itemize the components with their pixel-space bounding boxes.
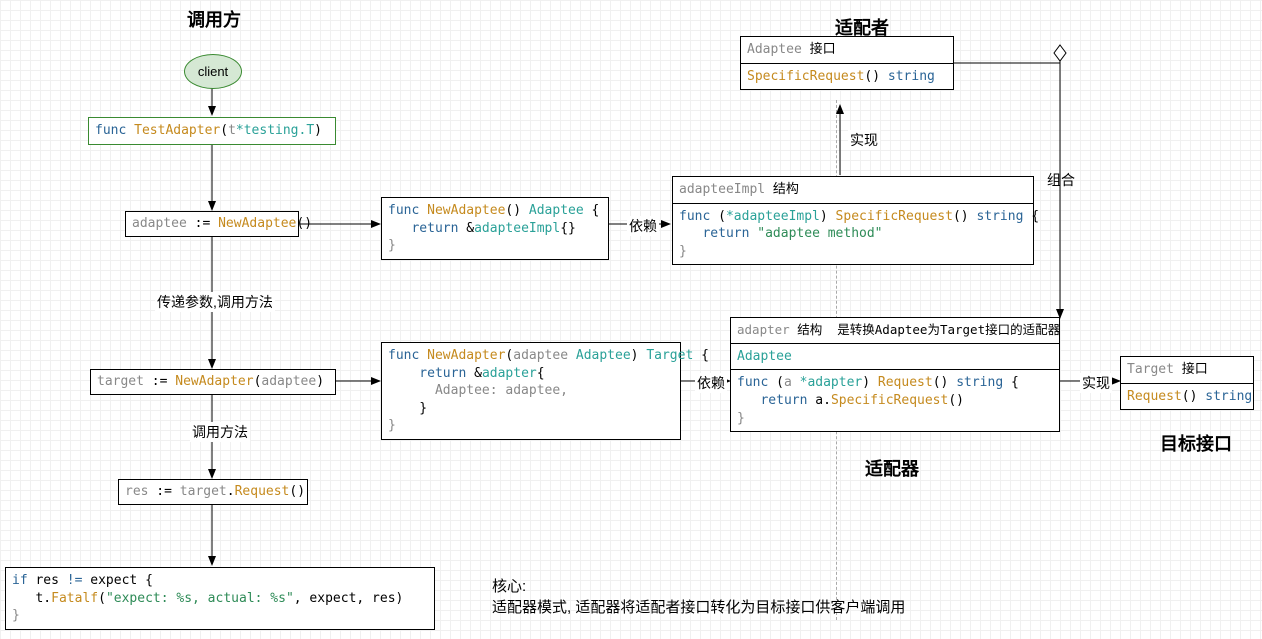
test-fn-box: func TestAdapter(t *testing.T)	[88, 117, 336, 145]
compose-label: 组合	[1045, 170, 1077, 190]
impl2-label: 实现	[1080, 373, 1112, 393]
target-interface-box: Target 接口 Request() string	[1120, 356, 1254, 410]
new-adaptee-call-box: adaptee := NewAdaptee()	[125, 211, 299, 237]
adapter-struct-body: func (a *adapter) Request() string { ret…	[731, 370, 1059, 431]
client-ellipse: client	[184, 54, 242, 89]
adaptee-interface-body: SpecificRequest() string	[741, 64, 953, 90]
arrows-layer	[0, 0, 1262, 639]
target-title: 目标接口	[1158, 430, 1234, 456]
adaptee-interface-head: Adaptee 接口	[741, 37, 953, 64]
if-block-box: if res != expect { t.Fatalf("expect: %s,…	[5, 567, 435, 630]
new-adaptee-fn-box: func NewAdaptee() Adaptee { return &adap…	[381, 197, 609, 260]
adapter-title: 适配器	[863, 455, 921, 481]
adaptee-impl-box: adapteeImpl 结构 func (*adapteeImpl) Speci…	[672, 176, 1034, 265]
caller-title: 调用方	[185, 6, 243, 32]
target-interface-head: Target 接口	[1121, 357, 1253, 384]
depend2-label: 依赖	[695, 373, 727, 393]
adapter-struct-box: adapter 结构 是转换Adaptee为Target接口的适配器 Adapt…	[730, 317, 1060, 432]
core-note: 核心: 适配器模式, 适配器将适配者接口转化为目标接口供客户端调用	[490, 575, 907, 617]
adaptee-impl-head: adapteeImpl 结构	[673, 177, 1033, 204]
target-interface-body: Request() string	[1121, 384, 1253, 410]
adaptee-interface-box: Adaptee 接口 SpecificRequest() string	[740, 36, 954, 90]
new-adapter-fn-box: func NewAdapter(adaptee Adaptee) Target …	[381, 342, 681, 440]
client-label: client	[198, 64, 228, 79]
pass-params-label: 传递参数,调用方法	[155, 292, 275, 312]
impl-label: 实现	[848, 130, 880, 150]
request-call-box: res := target.Request()	[118, 479, 308, 505]
new-adapter-call-box: target := NewAdapter(adaptee)	[90, 369, 336, 395]
depend1-label: 依赖	[627, 216, 659, 236]
adaptee-impl-body: func (*adapteeImpl) SpecificRequest() st…	[673, 204, 1033, 265]
call-method-label: 调用方法	[190, 422, 250, 442]
adapter-struct-head: adapter 结构 是转换Adaptee为Target接口的适配器	[731, 318, 1059, 344]
adapter-struct-mid: Adaptee	[731, 344, 1059, 371]
